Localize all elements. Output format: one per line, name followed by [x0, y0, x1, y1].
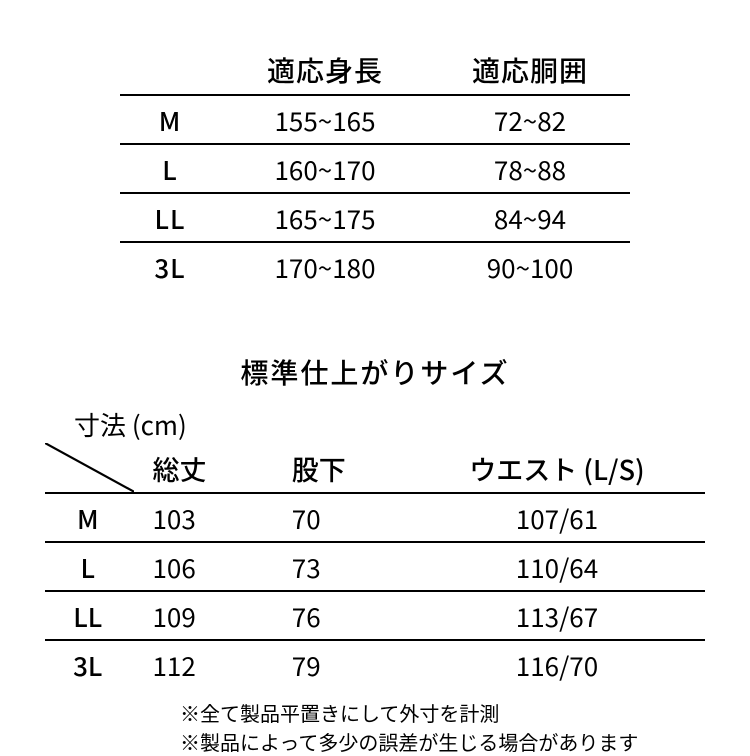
inseam-value: 73: [274, 542, 413, 591]
page: 適応身長 適応胴囲 M 155~165 72~82 L 160~170 78~8…: [0, 0, 750, 748]
size-label: M: [45, 493, 134, 542]
waist-value: 72~82: [430, 95, 630, 144]
table-row: L 160~170 78~88: [120, 144, 630, 193]
length-value: 103: [134, 493, 273, 542]
size-label: M: [120, 95, 220, 144]
waist-ls-value: 116/70: [413, 640, 705, 688]
size-label: LL: [45, 591, 134, 640]
fit-size-table: 適応身長 適応胴囲 M 155~165 72~82 L 160~170 78~8…: [120, 44, 630, 290]
height-value: 155~165: [220, 95, 430, 144]
size-label: 3L: [120, 242, 220, 290]
table-row: L 106 73 110/64: [45, 542, 705, 591]
finished-size-table: 総丈 股下 ウエスト (L/S) M 103 70 107/61 L 106 7…: [45, 443, 705, 688]
header-empty: [120, 44, 220, 95]
header-length: 総丈: [134, 443, 273, 493]
length-value: 109: [134, 591, 273, 640]
size-label: L: [120, 144, 220, 193]
table-row: 3L 112 79 116/70: [45, 640, 705, 688]
height-value: 170~180: [220, 242, 430, 290]
header-inseam: 股下: [274, 443, 413, 493]
height-value: 165~175: [220, 193, 430, 242]
waist-ls-value: 113/67: [413, 591, 705, 640]
table-row: 3L 170~180 90~100: [120, 242, 630, 290]
header-diagonal: [45, 443, 134, 493]
waist-value: 84~94: [430, 193, 630, 242]
table-header-row: 適応身長 適応胴囲: [120, 44, 630, 95]
footnotes: ※全て製品平置きにして外寸を計測 ※製品によって多少の誤差が生じる場合があります: [180, 698, 750, 756]
size-label: LL: [120, 193, 220, 242]
length-value: 112: [134, 640, 273, 688]
waist-ls-value: 110/64: [413, 542, 705, 591]
table-row: LL 165~175 84~94: [120, 193, 630, 242]
waist-ls-value: 107/61: [413, 493, 705, 542]
inseam-value: 70: [274, 493, 413, 542]
header-waist-ls: ウエスト (L/S): [413, 443, 705, 493]
footnote-line: ※全て製品平置きにして外寸を計測: [180, 698, 750, 727]
size-label: L: [45, 542, 134, 591]
waist-value: 78~88: [430, 144, 630, 193]
table-header-row: 総丈 股下 ウエスト (L/S): [45, 443, 705, 493]
inseam-value: 76: [274, 591, 413, 640]
finished-size-title: 標準仕上がりサイズ: [0, 352, 750, 392]
diagonal-line-icon: [45, 443, 134, 492]
header-waist: 適応胴囲: [430, 44, 630, 95]
height-value: 160~170: [220, 144, 430, 193]
table-row: M 155~165 72~82: [120, 95, 630, 144]
unit-label: 寸法 (cm): [74, 406, 750, 443]
footnote-line: ※製品によって多少の誤差が生じる場合があります: [180, 727, 750, 756]
size-label: 3L: [45, 640, 134, 688]
waist-value: 90~100: [430, 242, 630, 290]
table-row: LL 109 76 113/67: [45, 591, 705, 640]
header-height: 適応身長: [220, 44, 430, 95]
table-row: M 103 70 107/61: [45, 493, 705, 542]
length-value: 106: [134, 542, 273, 591]
inseam-value: 79: [274, 640, 413, 688]
